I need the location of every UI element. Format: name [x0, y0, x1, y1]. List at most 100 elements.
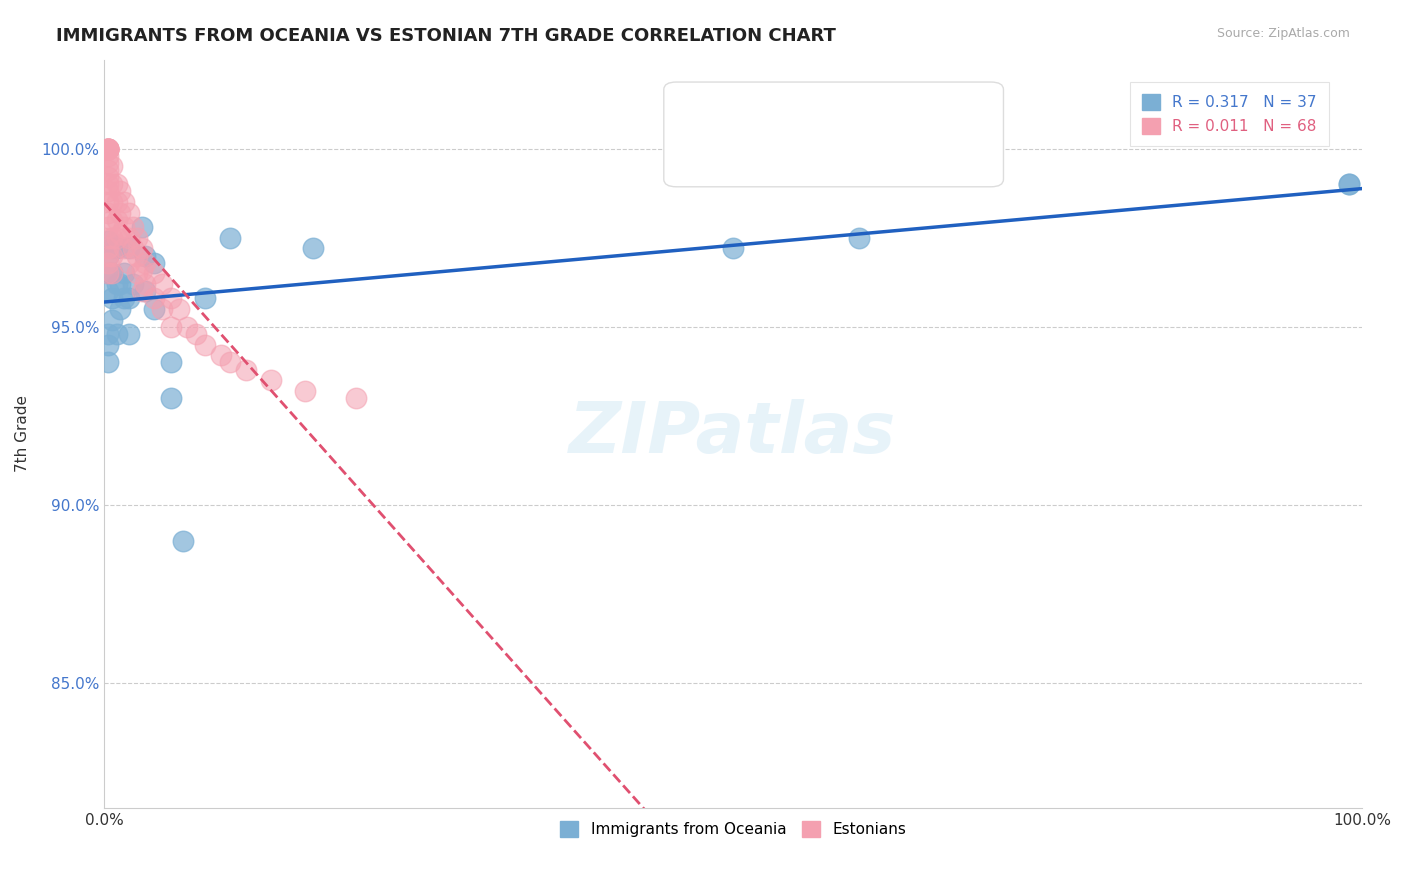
Point — [125, 248, 148, 262]
Point — [150, 277, 173, 291]
Point — [118, 206, 141, 220]
Point — [100, 248, 122, 262]
Point — [100, 266, 122, 280]
Point — [159, 355, 181, 369]
Point — [1339, 178, 1361, 192]
Point — [112, 241, 135, 255]
Point — [97, 142, 120, 156]
Point — [159, 391, 181, 405]
Point — [301, 241, 323, 255]
Point — [97, 170, 120, 185]
Point — [97, 220, 120, 235]
Point — [97, 156, 120, 170]
Point — [105, 195, 128, 210]
Point — [105, 213, 128, 227]
Point — [97, 178, 120, 192]
Point — [122, 241, 145, 255]
Point — [125, 266, 148, 280]
Point — [100, 312, 122, 326]
Point — [194, 337, 217, 351]
Point — [97, 206, 120, 220]
Point — [294, 384, 316, 398]
Point — [97, 235, 120, 249]
Point — [97, 337, 120, 351]
Point — [112, 195, 135, 210]
Point — [97, 326, 120, 341]
Point — [159, 291, 181, 305]
Point — [218, 355, 240, 369]
Point — [100, 178, 122, 192]
Point — [1339, 178, 1361, 192]
Point — [97, 266, 120, 280]
Point — [100, 213, 122, 227]
Point — [184, 326, 207, 341]
Point — [112, 266, 135, 280]
Point — [100, 241, 122, 255]
Point — [118, 241, 141, 255]
Point — [848, 231, 870, 245]
Text: Source: ZipAtlas.com: Source: ZipAtlas.com — [1216, 27, 1350, 40]
Point — [118, 291, 141, 305]
Point — [110, 227, 132, 242]
Point — [218, 231, 240, 245]
Y-axis label: 7th Grade: 7th Grade — [15, 395, 30, 472]
Point — [143, 255, 166, 269]
Point — [143, 291, 166, 305]
Point — [97, 231, 120, 245]
Point — [97, 142, 120, 156]
Point — [131, 262, 153, 277]
Point — [105, 178, 128, 192]
Point — [159, 319, 181, 334]
Point — [112, 220, 135, 235]
Point — [100, 291, 122, 305]
Point — [122, 277, 145, 291]
Point — [131, 241, 153, 255]
Point — [97, 195, 120, 210]
Point — [125, 231, 148, 245]
Point — [97, 142, 120, 156]
Point — [172, 533, 194, 548]
Point — [97, 142, 120, 156]
FancyBboxPatch shape — [664, 82, 1004, 186]
Point — [131, 284, 153, 298]
Point — [97, 163, 120, 178]
Text: IMMIGRANTS FROM OCEANIA VS ESTONIAN 7TH GRADE CORRELATION CHART: IMMIGRANTS FROM OCEANIA VS ESTONIAN 7TH … — [56, 27, 837, 45]
Point — [110, 185, 132, 199]
Point — [97, 266, 120, 280]
Point — [105, 277, 128, 291]
Point — [100, 266, 122, 280]
Point — [100, 160, 122, 174]
Point — [100, 231, 122, 245]
Point — [209, 348, 232, 362]
Point — [97, 248, 120, 262]
Point — [97, 241, 120, 255]
Text: ZIPatlas: ZIPatlas — [569, 400, 897, 468]
Point — [150, 301, 173, 316]
Point — [143, 266, 166, 280]
Point — [143, 301, 166, 316]
Point — [97, 355, 120, 369]
Point — [100, 195, 122, 210]
Point — [97, 142, 120, 156]
Point — [97, 255, 120, 269]
Point — [118, 255, 141, 269]
Point — [110, 277, 132, 291]
Point — [97, 185, 120, 199]
Point — [194, 291, 217, 305]
Point — [131, 220, 153, 235]
Point — [134, 277, 156, 291]
Point — [112, 291, 135, 305]
Point — [110, 301, 132, 316]
Point — [721, 241, 744, 255]
Point — [97, 142, 120, 156]
Point — [105, 241, 128, 255]
Point — [97, 284, 120, 298]
Point — [344, 391, 367, 405]
Point — [134, 248, 156, 262]
Point — [169, 301, 191, 316]
Point — [105, 231, 128, 245]
Legend: Immigrants from Oceania, Estonians: Immigrants from Oceania, Estonians — [553, 814, 914, 845]
Point — [134, 255, 156, 269]
Point — [118, 231, 141, 245]
Point — [110, 206, 132, 220]
